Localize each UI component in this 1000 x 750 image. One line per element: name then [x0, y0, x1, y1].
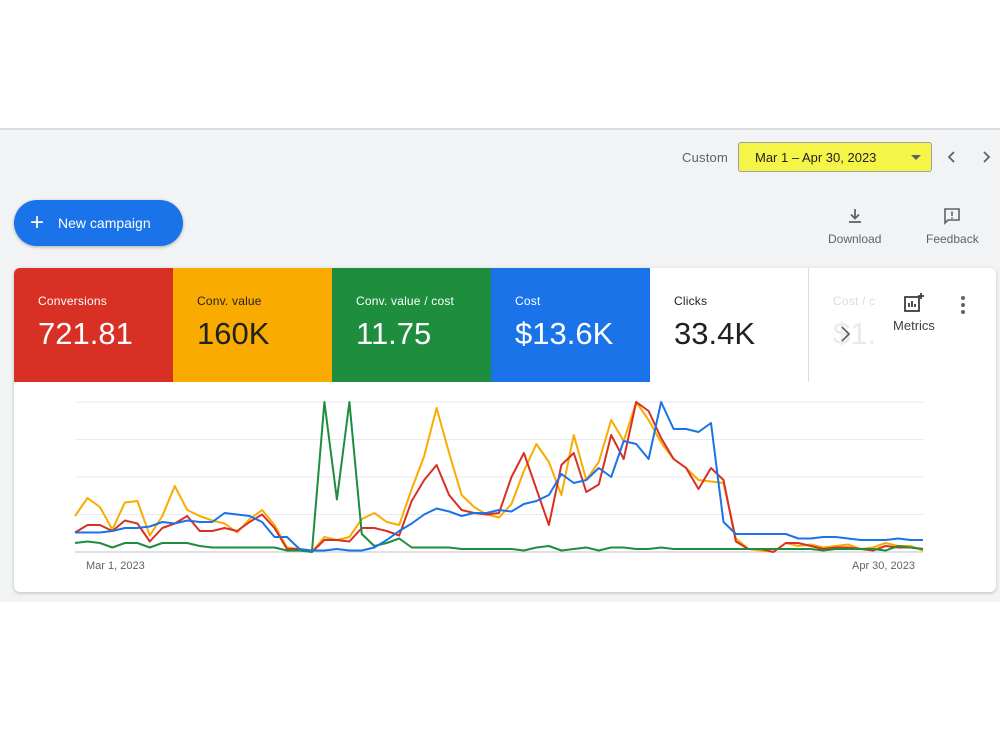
new-campaign-label: New campaign — [58, 215, 151, 231]
metric-label: Conv. value — [197, 294, 262, 308]
previous-period-button[interactable] — [938, 142, 966, 172]
scroll-metrics-right-icon[interactable] — [835, 322, 855, 346]
metric-value: 33.4K — [674, 316, 756, 351]
metric-label: Cost / c — [833, 294, 876, 308]
metric-card-conv-value-per-cost[interactable]: Conv. value / cost 11.75 — [332, 268, 491, 382]
x-axis-end-label: Apr 30, 2023 — [852, 560, 915, 572]
x-axis-start-label: Mar 1, 2023 — [86, 560, 145, 572]
new-campaign-button[interactable]: + New campaign — [14, 200, 183, 246]
date-range-value: Mar 1 – Apr 30, 2023 — [755, 149, 877, 165]
metric-card-clicks[interactable]: Clicks 33.4K — [650, 268, 809, 382]
next-period-button[interactable] — [972, 142, 1000, 172]
feedback-label: Feedback — [926, 232, 979, 246]
metrics-button[interactable]: Metrics — [884, 292, 944, 333]
chart-add-icon — [904, 293, 924, 312]
metric-value: 11.75 — [356, 316, 432, 351]
date-range-bar: Custom Mar 1 – Apr 30, 2023 — [682, 140, 1000, 174]
metric-label: Conversions — [38, 294, 107, 308]
download-button[interactable]: Download — [828, 206, 881, 246]
metric-value: $1. — [833, 316, 877, 351]
metric-label: Clicks — [674, 294, 708, 308]
campaigns-panel: Custom Mar 1 – Apr 30, 2023 + New campai… — [0, 128, 1000, 602]
metric-value: 160K — [197, 316, 270, 351]
download-icon — [848, 209, 861, 223]
metric-cards: Conversions 721.81 Conv. value 160K Conv… — [14, 268, 996, 382]
line-chart — [74, 401, 924, 553]
plus-icon: + — [30, 209, 45, 236]
series-line-2 — [74, 401, 924, 553]
more-options-icon[interactable] — [954, 292, 972, 318]
range-type-label: Custom — [682, 149, 728, 165]
metric-label: Cost — [515, 294, 541, 308]
metric-card-conversions[interactable]: Conversions 721.81 — [14, 268, 173, 382]
metrics-label: Metrics — [893, 318, 935, 333]
series-line-1 — [74, 401, 924, 553]
performance-chart: Mar 1, 2023 Apr 30, 2023 — [14, 382, 996, 592]
chevron-right-icon — [983, 151, 991, 163]
metric-card-cost[interactable]: Cost $13.6K — [491, 268, 650, 382]
feedback-button[interactable]: Feedback — [926, 206, 979, 246]
feedback-icon — [944, 208, 961, 225]
performance-card: Conversions 721.81 Conv. value 160K Conv… — [14, 268, 996, 592]
metric-card-conv-value[interactable]: Conv. value 160K — [173, 268, 332, 382]
metric-label: Conv. value / cost — [356, 294, 455, 308]
metric-value: $13.6K — [515, 316, 614, 351]
caret-down-icon — [911, 154, 921, 160]
metric-value: 721.81 — [38, 316, 133, 351]
series-line-3 — [75, 401, 923, 552]
chevron-left-icon — [947, 151, 955, 163]
download-label: Download — [828, 232, 882, 246]
metric-card-cost-per-conv[interactable]: Cost / c $1. — [809, 268, 889, 382]
date-range-select[interactable]: Mar 1 – Apr 30, 2023 — [738, 142, 932, 172]
